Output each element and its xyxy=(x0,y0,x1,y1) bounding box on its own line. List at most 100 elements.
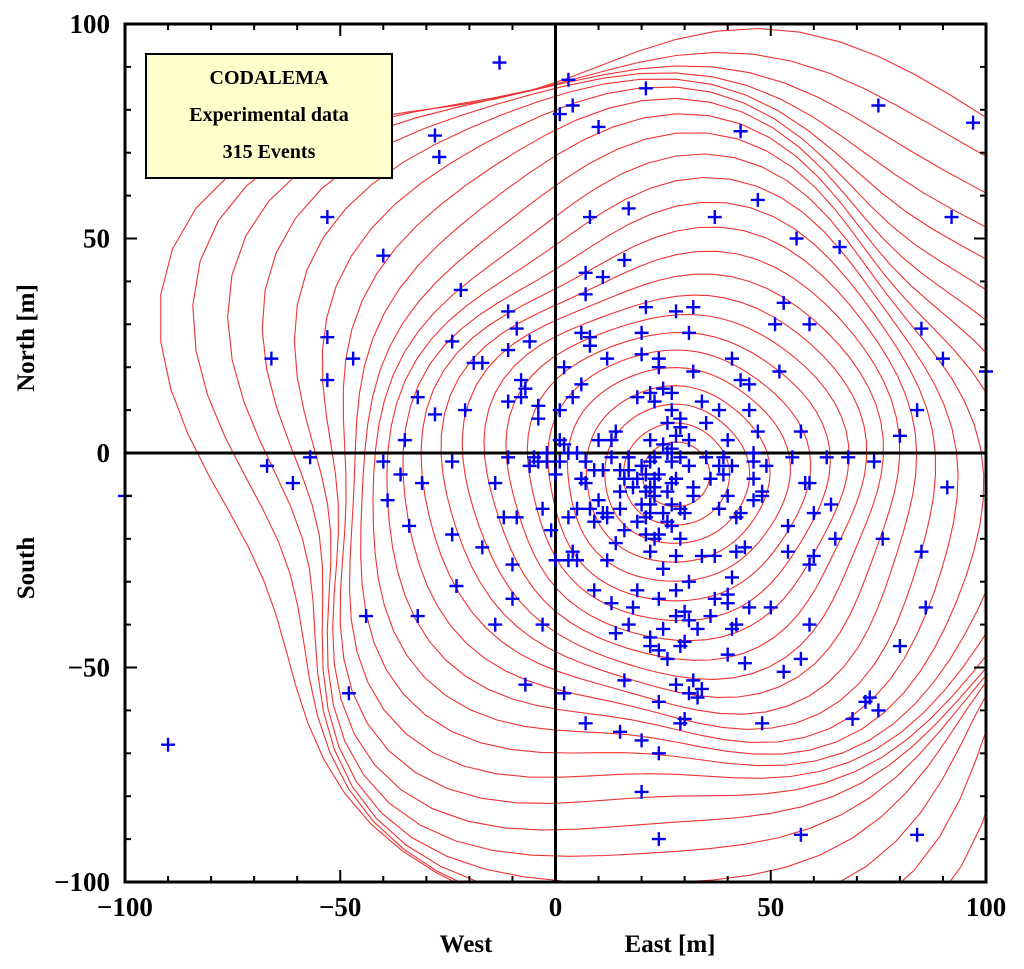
event-point xyxy=(703,471,718,486)
event-point xyxy=(677,506,692,521)
event-point xyxy=(677,634,692,649)
y-tick-label: 100 xyxy=(70,9,111,39)
event-point xyxy=(621,463,636,478)
event-point xyxy=(780,518,795,533)
event-point xyxy=(303,450,318,465)
event-point xyxy=(548,467,563,482)
event-point xyxy=(699,415,714,430)
event-point xyxy=(582,501,597,516)
event-point xyxy=(518,381,533,396)
event-point xyxy=(578,716,593,731)
event-point xyxy=(755,484,770,499)
event-point xyxy=(557,686,572,701)
event-point xyxy=(647,394,662,409)
event-point xyxy=(664,518,679,533)
event-point xyxy=(703,609,718,624)
x-tick-labels: −100 −50 0 50 100 xyxy=(97,892,1006,922)
contour-line xyxy=(339,97,986,804)
event-point xyxy=(634,784,649,799)
event-point xyxy=(651,832,666,847)
event-point xyxy=(496,510,511,525)
x-tick-marks xyxy=(124,24,987,882)
event-point xyxy=(716,450,731,465)
event-point xyxy=(613,484,628,499)
event-point xyxy=(320,210,335,225)
event-point xyxy=(380,493,395,508)
event-point xyxy=(393,467,408,482)
event-point xyxy=(445,527,460,542)
contour-line xyxy=(420,226,918,715)
event-point xyxy=(656,621,671,636)
event-point xyxy=(742,600,757,615)
event-point xyxy=(677,711,692,726)
event-point xyxy=(651,694,666,709)
y-axis-label-north: North [m] xyxy=(13,284,40,392)
event-point xyxy=(458,403,473,418)
event-point xyxy=(544,523,559,538)
event-point xyxy=(514,390,529,405)
event-point xyxy=(552,403,567,418)
event-point xyxy=(940,480,955,495)
event-point xyxy=(720,587,735,602)
event-point xyxy=(591,493,606,508)
event-point xyxy=(260,458,275,473)
event-point xyxy=(746,493,761,508)
event-point xyxy=(656,561,671,576)
event-point xyxy=(509,321,524,336)
event-point xyxy=(793,651,808,666)
event-point xyxy=(694,681,709,696)
event-point xyxy=(578,265,593,280)
event-point xyxy=(570,553,585,568)
event-point xyxy=(604,450,619,465)
event-point xyxy=(755,716,770,731)
event-point xyxy=(686,673,701,688)
event-point xyxy=(733,506,748,521)
event-point xyxy=(539,454,554,469)
legend-box-background xyxy=(145,53,393,179)
event-point xyxy=(638,467,653,482)
event-point xyxy=(651,527,666,542)
event-point xyxy=(664,385,679,400)
event-point xyxy=(445,334,460,349)
legend-box: CODALEMA Experimental data 315 Events xyxy=(145,53,393,179)
y-tick-label: −100 xyxy=(54,867,110,897)
event-point xyxy=(432,149,447,164)
event-point xyxy=(397,433,412,448)
event-point xyxy=(427,128,442,143)
event-point xyxy=(595,270,610,285)
event-point xyxy=(707,591,722,606)
event-point xyxy=(759,458,774,473)
x-tick-label: −100 xyxy=(97,892,153,922)
event-point xyxy=(625,600,640,615)
event-point xyxy=(608,626,623,641)
event-point xyxy=(673,450,688,465)
event-point xyxy=(720,488,735,503)
x-axis-label-east: East [m] xyxy=(625,931,716,958)
event-point xyxy=(587,583,602,598)
event-point xyxy=(707,210,722,225)
event-point xyxy=(578,454,593,469)
y-tick-label: −50 xyxy=(68,653,110,683)
event-point xyxy=(660,415,675,430)
legend-line-2: Experimental data xyxy=(189,104,348,126)
event-point xyxy=(522,458,537,473)
event-point xyxy=(733,124,748,139)
event-point xyxy=(535,617,550,632)
event-point xyxy=(608,536,623,551)
event-point xyxy=(656,437,671,452)
event-point xyxy=(634,458,649,473)
event-point xyxy=(449,578,464,593)
event-point xyxy=(264,351,279,366)
y-axis-label-south: South xyxy=(13,537,40,600)
event-point xyxy=(802,557,817,572)
event-point xyxy=(647,488,662,503)
event-point xyxy=(746,446,761,460)
event-point xyxy=(651,591,666,606)
contour-line xyxy=(604,403,751,544)
event-point xyxy=(509,510,524,525)
event-point xyxy=(587,514,602,529)
event-point xyxy=(415,476,430,491)
event-point xyxy=(643,544,658,559)
event-point xyxy=(686,300,701,315)
event-point xyxy=(669,428,684,443)
